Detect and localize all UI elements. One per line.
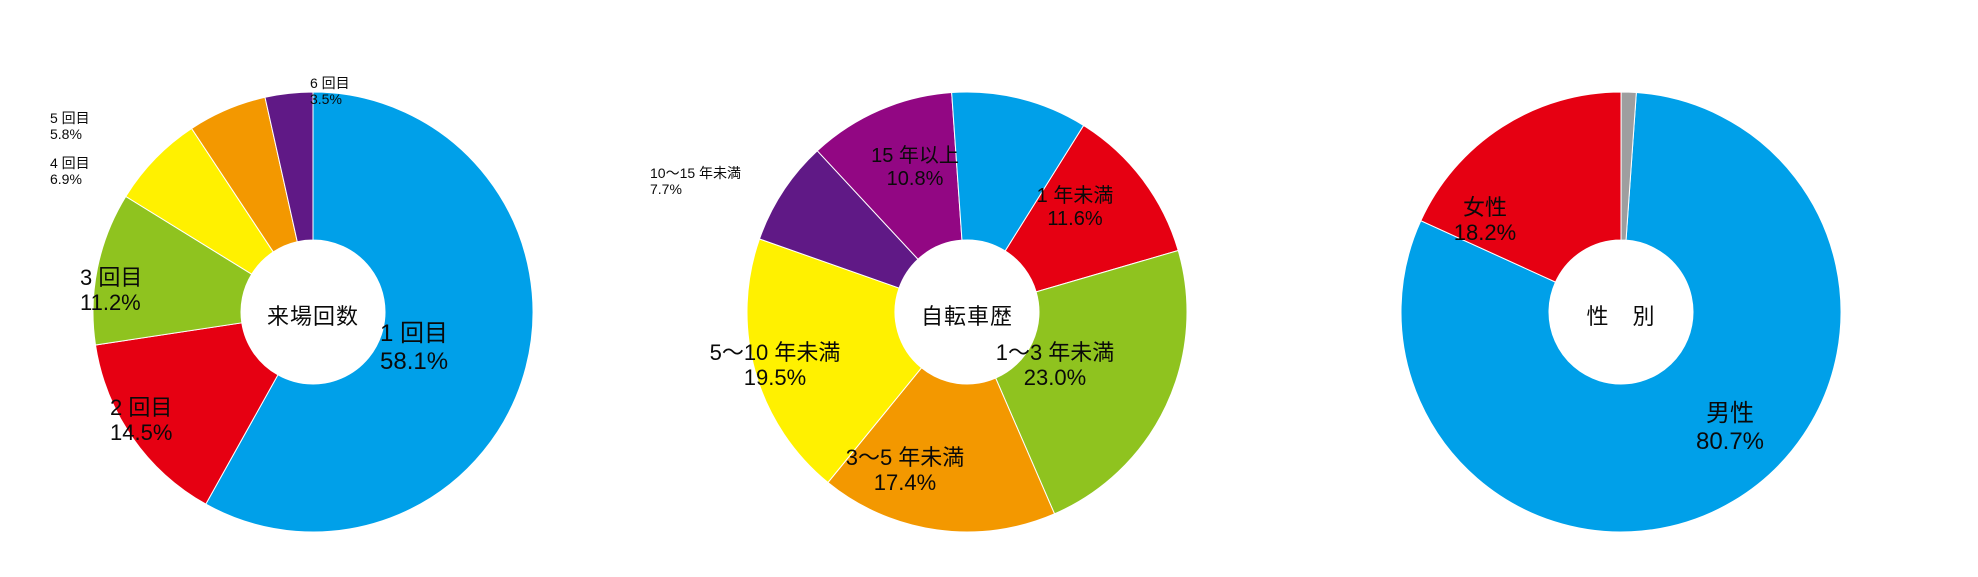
slice-label-gender-0: 男性80.7% (1696, 400, 1764, 455)
slice-label-line1: 2 回目 (110, 395, 172, 420)
slice-label-line1: 3〜5 年未満 (846, 445, 965, 470)
slice-label-line2: 5.8% (50, 126, 90, 142)
slice-label-line1: 5 回目 (50, 110, 90, 126)
slice-label-line2: 3.5% (310, 91, 350, 107)
slice-label-line2: 18.2% (1454, 220, 1516, 245)
slice-label-visits-1: 2 回目14.5% (110, 395, 172, 446)
slice-label-line1: 男性 (1696, 400, 1764, 428)
slice-label-years-0: 1 年未満11.6% (1037, 185, 1114, 231)
slice-label-line1: 6 回目 (310, 75, 350, 91)
slice-label-line1: 4 回目 (50, 155, 90, 171)
slice-label-line1: 女性 (1454, 195, 1516, 220)
slice-label-line2: 7.7% (650, 181, 741, 197)
slice-label-years-4: 10〜15 年未満7.7% (650, 165, 741, 197)
slice-label-line1: 3 回目 (80, 265, 142, 290)
slice-label-line2: 6.9% (50, 171, 90, 187)
slice-label-line2: 10.8% (871, 168, 959, 191)
center-label-gender: 性 別 (1541, 299, 1701, 331)
slice-label-visits-3: 4 回目6.9% (50, 155, 90, 187)
slice-label-years-2: 3〜5 年未満17.4% (846, 445, 965, 496)
slice-label-years-3: 5〜10 年未満19.5% (710, 340, 841, 391)
slice-label-line1: 1 年未満 (1037, 185, 1114, 208)
slice-label-visits-4: 5 回目5.8% (50, 110, 90, 142)
center-label-visits: 来場回数 (233, 299, 393, 331)
slice-label-years-1: 1〜3 年未満23.0% (996, 340, 1115, 391)
slice-label-visits-5: 6 回目3.5% (310, 75, 350, 107)
slice-label-visits-2: 3 回目11.2% (80, 265, 142, 316)
slice-label-line2: 19.5% (710, 365, 841, 390)
slice-label-line2: 58.1% (380, 348, 448, 376)
slice-label-line1: 1〜3 年未満 (996, 340, 1115, 365)
center-label-years: 自転車歴 (887, 299, 1047, 331)
slice-label-line2: 23.0% (996, 365, 1115, 390)
slice-label-gender-1: 女性18.2% (1454, 195, 1516, 246)
slice-label-years-5: 15 年以上10.8% (871, 145, 959, 191)
slice-label-line1: 1 回目 (380, 320, 448, 348)
slice-label-line2: 80.7% (1696, 428, 1764, 456)
slice-label-line1: 15 年以上 (871, 145, 959, 168)
slice-label-line1: 5〜10 年未満 (710, 340, 841, 365)
slice-label-line2: 14.5% (110, 420, 172, 445)
slice-label-line1: 10〜15 年未満 (650, 165, 741, 181)
slice-label-line2: 11.6% (1037, 208, 1114, 231)
slice-label-line2: 11.2% (80, 290, 142, 315)
slice-label-line2: 17.4% (846, 470, 965, 495)
slice-label-visits-0: 1 回目58.1% (380, 320, 448, 375)
chart-canvas: 来場回数1 回目58.1% 2 回目14.5% 3 回目11.2% 4 回目6.9% 5… (0, 0, 1978, 577)
